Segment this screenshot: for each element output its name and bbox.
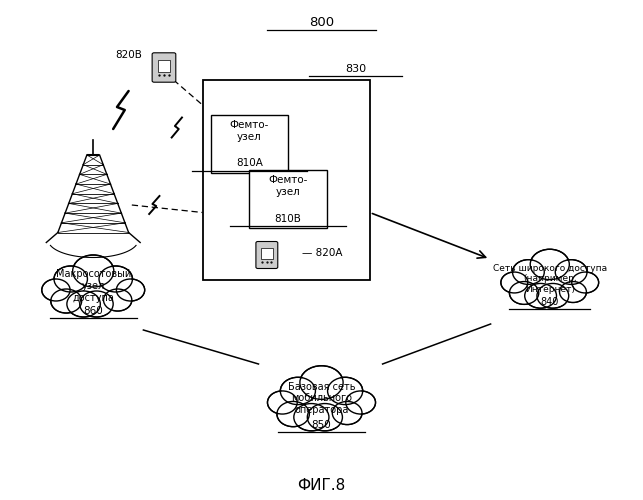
Circle shape [104,289,132,311]
Text: 800: 800 [309,16,334,29]
Circle shape [511,283,537,303]
FancyBboxPatch shape [261,248,273,259]
Circle shape [334,403,360,423]
Text: Фемто-
узел: Фемто- узел [230,120,269,142]
Circle shape [520,259,580,306]
Text: 810B: 810B [275,214,302,224]
Circle shape [42,279,70,301]
Circle shape [69,292,98,316]
Circle shape [525,284,556,308]
Circle shape [332,402,362,424]
Circle shape [82,292,111,316]
Circle shape [54,266,87,292]
Circle shape [307,404,343,431]
Circle shape [296,405,327,429]
FancyBboxPatch shape [203,80,370,280]
Circle shape [101,268,131,290]
Circle shape [80,291,113,317]
Circle shape [300,366,343,400]
Circle shape [61,265,125,315]
Circle shape [330,379,361,403]
Circle shape [559,282,586,302]
Circle shape [512,260,544,284]
FancyBboxPatch shape [249,170,327,228]
Circle shape [118,280,143,299]
Circle shape [277,402,309,426]
Circle shape [73,255,114,287]
Circle shape [44,280,68,299]
Circle shape [514,261,542,283]
Circle shape [280,378,316,404]
Circle shape [572,272,599,293]
Circle shape [75,257,111,285]
Text: Макросотовый
узел
доступа: Макросотовый узел доступа [55,270,131,302]
FancyBboxPatch shape [158,60,170,72]
FancyBboxPatch shape [211,115,288,172]
Circle shape [105,290,130,310]
Circle shape [269,392,295,412]
Circle shape [309,405,340,429]
Text: 830: 830 [345,64,366,74]
Circle shape [64,268,122,312]
Circle shape [279,403,307,425]
Circle shape [557,261,585,283]
Text: Сеть широкого доступа
(например,
Интернет): Сеть широкого доступа (например, Интерне… [493,264,607,294]
Circle shape [348,392,374,412]
Text: 850: 850 [312,420,331,430]
Text: Фемто-
узел: Фемто- узел [268,176,308,197]
Circle shape [539,285,566,306]
Text: Базовая сеть
мобильного
оператора: Базовая сеть мобильного оператора [288,382,355,415]
Circle shape [51,289,82,313]
Circle shape [302,368,341,398]
Circle shape [522,261,577,304]
Circle shape [99,266,132,292]
Circle shape [116,279,145,301]
Circle shape [67,291,100,317]
Circle shape [503,274,526,291]
Circle shape [56,268,86,290]
Circle shape [327,378,363,404]
Circle shape [530,249,569,280]
Text: ФИГ.8: ФИГ.8 [297,478,346,492]
Circle shape [527,285,554,306]
Text: 820В: 820В [115,50,142,60]
Circle shape [556,260,587,284]
Circle shape [501,272,528,293]
FancyBboxPatch shape [152,53,176,82]
Circle shape [561,283,584,301]
Circle shape [282,379,313,403]
Circle shape [509,282,539,304]
Circle shape [346,391,376,414]
Circle shape [291,379,352,426]
FancyBboxPatch shape [256,242,278,268]
Circle shape [53,290,80,312]
Text: 860: 860 [84,306,103,316]
Circle shape [288,376,355,428]
Text: — 820A: — 820A [302,248,343,258]
Circle shape [267,391,297,414]
Circle shape [537,284,568,308]
Circle shape [294,404,329,431]
Circle shape [532,251,567,278]
Circle shape [574,274,597,291]
Text: 810A: 810A [236,158,263,168]
Text: 840: 840 [541,298,559,308]
